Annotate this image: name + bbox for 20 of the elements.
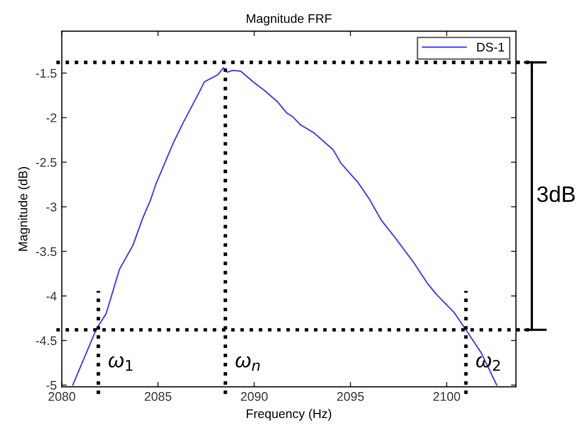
ref-line-label: ω$_{n}$ bbox=[236, 356, 260, 371]
x-tick-label: 2095 bbox=[337, 392, 364, 401]
legend-label: DS-1 bbox=[477, 42, 504, 52]
x-tick-label: 2080 bbox=[48, 392, 76, 401]
ref-line-label: ω$_{1}$ bbox=[108, 356, 132, 371]
x-tick-label: 2090 bbox=[240, 392, 268, 401]
y-axis-title: Magnitude (dB) bbox=[18, 167, 30, 251]
y-tick-label: -2.5 bbox=[36, 158, 56, 167]
y-tick-label: -1.5 bbox=[36, 69, 56, 78]
y-tick-label: -2 bbox=[46, 113, 56, 122]
x-tick-label: 2085 bbox=[144, 392, 172, 401]
y-tick-label: -5 bbox=[46, 381, 56, 390]
y-tick-label: -3.5 bbox=[36, 247, 56, 256]
x-axis-title: Frequency (Hz) bbox=[246, 408, 332, 421]
y-tick-label: -4.5 bbox=[36, 336, 56, 346]
y-tick-label: -3 bbox=[46, 202, 56, 212]
text: 3dB bbox=[537, 186, 575, 202]
chart-title: Magnitude FRF bbox=[246, 14, 332, 26]
y-tick-label: -4 bbox=[46, 292, 57, 300]
x-tick-label: 2100 bbox=[433, 392, 460, 401]
